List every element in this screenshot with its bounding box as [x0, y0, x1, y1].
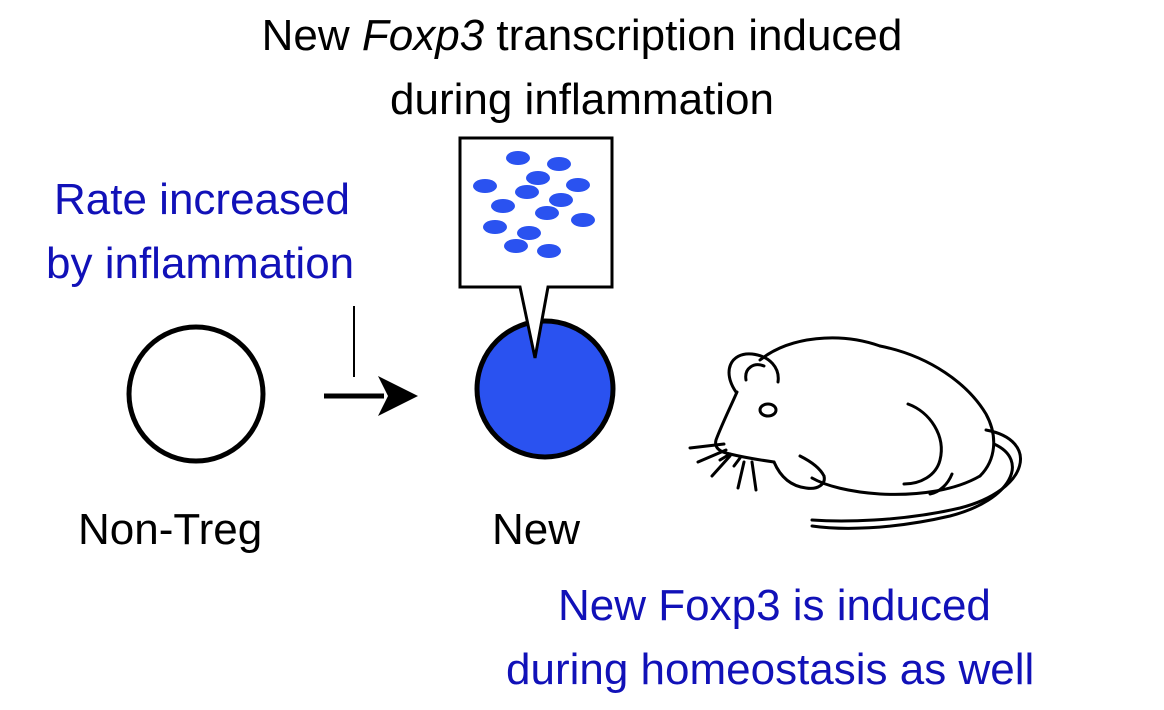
transcript-dot: [547, 157, 571, 171]
transcript-dot: [517, 226, 541, 240]
transcript-dot: [473, 179, 497, 193]
transcription-callout: [458, 136, 614, 359]
transcript-dot: [549, 193, 573, 207]
transcript-dot: [526, 171, 550, 185]
diagram-title-line2: during inflammation: [390, 75, 774, 124]
homeostasis-note-line2: during homeostasis as well: [506, 645, 1035, 694]
rate-note-line1: Rate increased: [54, 175, 350, 224]
new-treg-label: New: [492, 505, 581, 554]
homeostasis-note-line1: New Foxp3 is induced: [558, 581, 991, 630]
transcript-dot: [566, 178, 590, 192]
title-suffix: transcription induced: [484, 11, 903, 60]
transcript-dot: [515, 185, 539, 199]
mouse-icon: [688, 336, 1022, 530]
transcript-dots: [473, 151, 595, 258]
diagram-title-line1: New Foxp3 transcription induced: [0, 14, 1164, 58]
transcript-dot: [506, 151, 530, 165]
gene-name: Foxp3: [361, 11, 485, 60]
transcript-dot: [537, 244, 561, 258]
non-treg-cell: [126, 324, 266, 464]
transcript-dot: [535, 206, 559, 220]
transcript-dot: [504, 239, 528, 253]
non-treg-label: Non-Treg: [78, 505, 263, 554]
new-treg-cell: [474, 318, 616, 460]
transcript-dot: [571, 213, 595, 227]
transcript-dot: [491, 199, 515, 213]
rate-note-line2: by inflammation: [46, 239, 355, 288]
transcript-dot: [483, 220, 507, 234]
arrow-right-icon: [324, 376, 418, 416]
title-prefix: New: [261, 11, 362, 60]
